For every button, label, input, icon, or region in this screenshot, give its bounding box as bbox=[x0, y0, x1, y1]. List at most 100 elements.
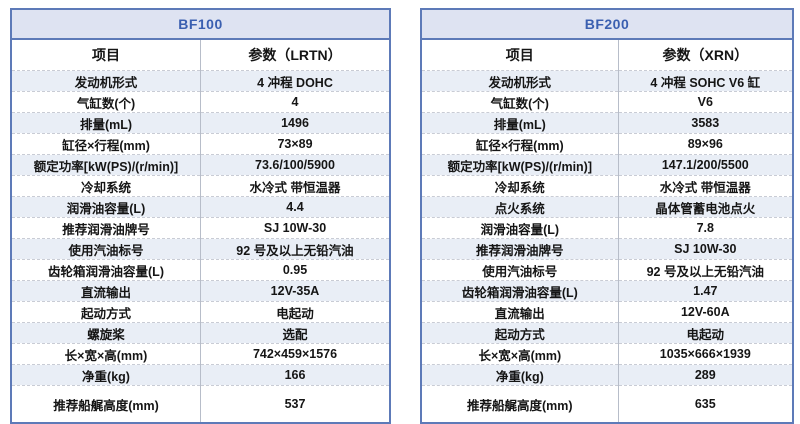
table-row: 冷却系统 水冷式 带恒温器 bbox=[12, 175, 389, 197]
table-row: 点火系统 晶体管蓄电池点火 bbox=[422, 196, 792, 218]
item-cell: 润滑油容量(L) bbox=[66, 201, 146, 216]
table-row: 齿轮箱润滑油容量(L) 0.95 bbox=[12, 259, 389, 281]
table-row: 气缸数(个) 4 bbox=[12, 91, 389, 113]
value-cell: 晶体管蓄电池点火 bbox=[617, 196, 792, 218]
item-cell: 点火系统 bbox=[494, 201, 545, 216]
item-cell: 冷却系统 bbox=[80, 180, 131, 195]
value-cell: 92 号及以上无铅汽油 bbox=[200, 238, 389, 260]
item-cell: 润滑油容量(L) bbox=[480, 222, 560, 237]
item-cell: 额定功率[kW(PS)/(r/min)] bbox=[33, 159, 179, 174]
value-cell: 73.6/100/5900 bbox=[200, 154, 389, 176]
table-row: 齿轮箱润滑油容量(L) 1.47 bbox=[422, 280, 792, 302]
table-row: 推荐船艉高度(mm) 537 bbox=[12, 385, 389, 422]
value-cell: 选配 bbox=[200, 322, 389, 344]
item-cell: 气缸数(个) bbox=[490, 96, 549, 111]
value-cell: 12V-35A bbox=[200, 280, 389, 302]
table-row: 发动机形式 4 冲程 DOHC bbox=[12, 70, 389, 92]
table-row: 起动方式 电起动 bbox=[422, 322, 792, 344]
value-cell: 289 bbox=[617, 364, 792, 386]
value-cell: SJ 10W-30 bbox=[200, 217, 389, 239]
value-cell: 4 冲程 DOHC bbox=[200, 70, 389, 92]
value-cell: 742×459×1576 bbox=[200, 343, 389, 365]
item-cell: 发动机形式 bbox=[488, 75, 552, 90]
table-row: 缸径×行程(mm) 89×96 bbox=[422, 133, 792, 155]
item-cell: 直流输出 bbox=[80, 285, 131, 300]
table-body-bf200: 发动机形式 4 冲程 SOHC V6 缸气缸数(个) V6 排量(mL) 3583 缸径×… bbox=[422, 70, 792, 422]
value-cell: 635 bbox=[617, 385, 792, 422]
value-cell: 537 bbox=[200, 385, 389, 422]
value-cell: 水冷式 带恒温器 bbox=[200, 175, 389, 197]
table-row: 长×宽×高(mm) 1035×666×1939 bbox=[422, 343, 792, 365]
item-cell: 冷却系统 bbox=[494, 180, 545, 195]
value-cell: 7.8 bbox=[617, 217, 792, 239]
header-row: 项目 参数（XRN） bbox=[422, 40, 792, 71]
spec-grid-bf100: 项目 参数（LRTN） 发动机形式 4 冲程 DOHC 气缸数(个) 4 排量(mL) 1… bbox=[12, 40, 389, 422]
table-row: 额定功率[kW(PS)/(r/min)] 147.1/200/5500 bbox=[422, 154, 792, 176]
item-cell: 螺旋桨 bbox=[87, 327, 125, 342]
item-cell: 长×宽×高(mm) bbox=[478, 348, 562, 363]
value-cell: 4 冲程 SOHC V6 缸 bbox=[617, 70, 792, 92]
item-cell: 排量(mL) bbox=[493, 117, 546, 132]
item-cell: 缸径×行程(mm) bbox=[62, 138, 150, 153]
table-row: 缸径×行程(mm) 73×89 bbox=[12, 133, 389, 155]
value-cell: 1035×666×1939 bbox=[617, 343, 792, 365]
table-row: 直流输出 12V-35A bbox=[12, 280, 389, 302]
table-row: 直流输出 12V-60A bbox=[422, 301, 792, 323]
table-row: 排量(mL) 3583 bbox=[422, 112, 792, 134]
value-cell: 0.95 bbox=[200, 259, 389, 281]
item-cell: 推荐润滑油牌号 bbox=[476, 243, 564, 258]
table-row: 净重(kg) 289 bbox=[422, 364, 792, 386]
spec-table-bf200: BF200 项目 参数（XRN） 发动机形式 4 冲程 SOHC V6 缸气缸数(… bbox=[420, 8, 794, 424]
value-cell: 水冷式 带恒温器 bbox=[617, 175, 792, 197]
value-cell: SJ 10W-30 bbox=[617, 238, 792, 260]
item-cell: 齿轮箱润滑油容量(L) bbox=[461, 285, 578, 300]
value-cell: 4.4 bbox=[200, 196, 389, 218]
column-header-item: 项目 bbox=[505, 47, 534, 63]
item-cell: 起动方式 bbox=[80, 306, 131, 321]
column-header-item: 项目 bbox=[92, 47, 120, 63]
table-title-bf100: BF100 bbox=[12, 10, 389, 40]
column-header-value: 参数（LRTN） bbox=[200, 40, 389, 71]
item-cell: 齿轮箱润滑油容量(L) bbox=[48, 264, 164, 279]
item-cell: 净重(kg) bbox=[495, 369, 544, 384]
value-cell: 1.47 bbox=[617, 280, 792, 302]
value-cell: 3583 bbox=[617, 112, 792, 134]
table-row: 额定功率[kW(PS)/(r/min)] 73.6/100/5900 bbox=[12, 154, 389, 176]
table-title-bf200: BF200 bbox=[422, 10, 792, 40]
table-row: 净重(kg) 166 bbox=[12, 364, 389, 386]
item-cell: 直流输出 bbox=[494, 306, 545, 321]
item-cell: 推荐润滑油牌号 bbox=[62, 222, 150, 237]
item-cell: 净重(kg) bbox=[82, 369, 130, 384]
value-cell: 电起动 bbox=[617, 322, 792, 344]
table-row: 发动机形式 4 冲程 SOHC V6 缸 bbox=[422, 70, 792, 92]
table-row: 气缸数(个) V6 bbox=[422, 91, 792, 113]
table-row: 润滑油容量(L) 4.4 bbox=[12, 196, 389, 218]
item-cell: 使用汽油标号 bbox=[482, 264, 558, 279]
column-header-value: 参数（XRN） bbox=[617, 40, 792, 71]
item-cell: 使用汽油标号 bbox=[68, 243, 144, 258]
item-cell: 推荐船艉高度(mm) bbox=[53, 398, 159, 413]
spec-grid-bf200: 项目 参数（XRN） 发动机形式 4 冲程 SOHC V6 缸气缸数(个) V6 排量… bbox=[422, 40, 792, 422]
value-cell: 4 bbox=[200, 91, 389, 113]
table-row: 长×宽×高(mm) 742×459×1576 bbox=[12, 343, 389, 365]
value-cell: 92 号及以上无铅汽油 bbox=[617, 259, 792, 281]
value-cell: 89×96 bbox=[617, 133, 792, 155]
table-row: 推荐船艉高度(mm) 635 bbox=[422, 385, 792, 422]
value-cell: 73×89 bbox=[200, 133, 389, 155]
table-row: 起动方式 电起动 bbox=[12, 301, 389, 323]
value-cell: 147.1/200/5500 bbox=[617, 154, 792, 176]
header-row: 项目 参数（LRTN） bbox=[12, 40, 389, 71]
table-row: 冷却系统 水冷式 带恒温器 bbox=[422, 175, 792, 197]
spec-table-bf100: BF100 项目 参数（LRTN） 发动机形式 4 冲程 DOHC 气缸数(个) 4 排… bbox=[10, 8, 391, 424]
table-row: 使用汽油标号 92 号及以上无铅汽油 bbox=[422, 259, 792, 281]
value-cell: 1496 bbox=[200, 112, 389, 134]
value-cell: V6 bbox=[617, 91, 792, 113]
item-cell: 起动方式 bbox=[494, 327, 545, 342]
value-cell: 166 bbox=[200, 364, 389, 386]
item-cell: 排量(mL) bbox=[79, 117, 133, 132]
item-cell: 长×宽×高(mm) bbox=[64, 348, 148, 363]
table-row: 推荐润滑油牌号 SJ 10W-30 bbox=[422, 238, 792, 260]
value-cell: 12V-60A bbox=[617, 301, 792, 323]
table-row: 使用汽油标号 92 号及以上无铅汽油 bbox=[12, 238, 389, 260]
